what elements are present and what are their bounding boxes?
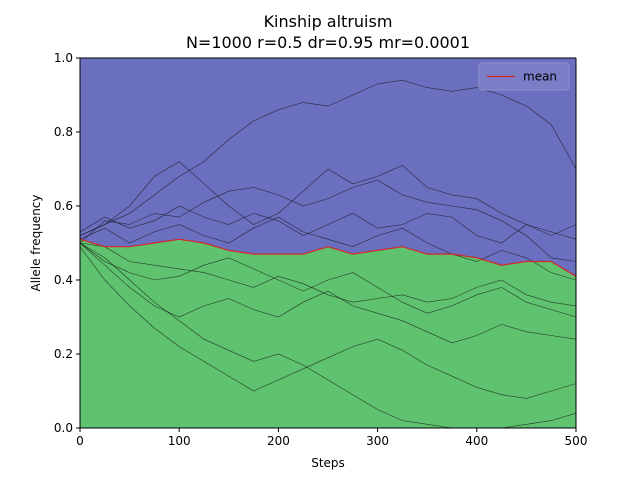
legend: mean (478, 62, 570, 91)
x-tick-label: 500 (565, 434, 588, 448)
y-tick-label: 1.0 (54, 51, 73, 65)
y-tick-label: 0.2 (54, 347, 73, 361)
axes: 0 100 200 300 400 500 0.0 0.2 0.4 0.6 0.8 1.0 (54, 51, 588, 448)
legend-box (478, 62, 570, 91)
mean-line-layer (79, 238, 577, 277)
run-line-5 (79, 216, 577, 281)
y-tick-label: 0.0 (54, 421, 73, 435)
chart-subtitle: N=1000 r=0.5 dr=0.95 mr=0.0001 (186, 33, 470, 52)
legend-mean-label: mean (523, 70, 557, 84)
x-axis-label: Steps (311, 456, 345, 470)
run-line-6 (79, 242, 577, 307)
y-tick-label: 0.8 (54, 125, 73, 139)
x-tick-label: 100 (168, 434, 191, 448)
y-tick-label: 0.4 (54, 273, 73, 287)
y-axis-label: Allele frequency (29, 195, 43, 292)
y-tick-label: 0.6 (54, 199, 73, 213)
run-line-4 (79, 205, 577, 244)
lower-area (80, 239, 576, 428)
run-line-7 (79, 242, 577, 318)
x-tick-label: 0 (76, 434, 84, 448)
plot-area (80, 58, 576, 428)
run-line-3 (79, 179, 577, 262)
run-line-9 (79, 246, 577, 399)
run-line-1 (79, 79, 577, 236)
x-tick-label: 400 (465, 434, 488, 448)
x-tick-label: 300 (366, 434, 389, 448)
x-tick-label: 200 (267, 434, 290, 448)
mean-line (79, 238, 577, 277)
run-line-8 (79, 242, 577, 344)
chart-title: Kinship altruism (264, 12, 393, 31)
run-line-2 (79, 161, 577, 240)
